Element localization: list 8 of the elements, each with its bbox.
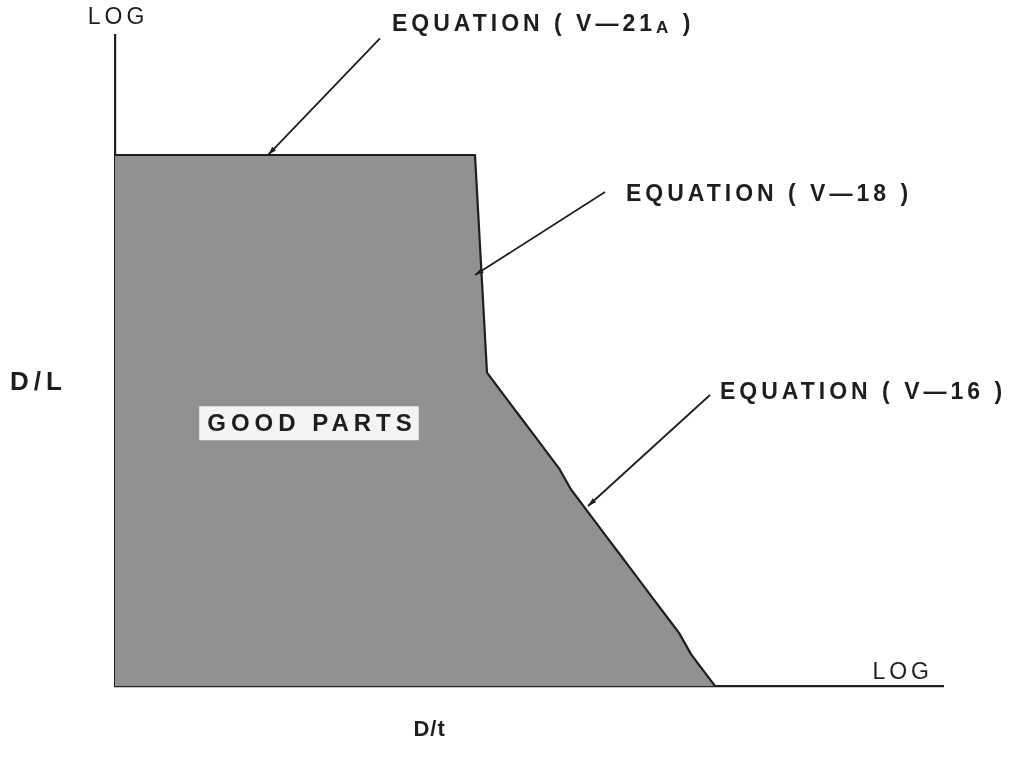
annotation: EQUATION ( V—18 ) <box>625 180 913 207</box>
x-axis-title: D/t <box>413 716 446 742</box>
text: LOG <box>87 3 149 30</box>
annotation: LOG <box>872 658 934 685</box>
annotation: EQUATION ( V—16 ) <box>720 378 1007 405</box>
y-axis-title: D/L <box>10 365 67 396</box>
series-label: GOOD PARTS <box>207 408 417 436</box>
text: EQUATION ( V—21A ) <box>391 10 695 38</box>
